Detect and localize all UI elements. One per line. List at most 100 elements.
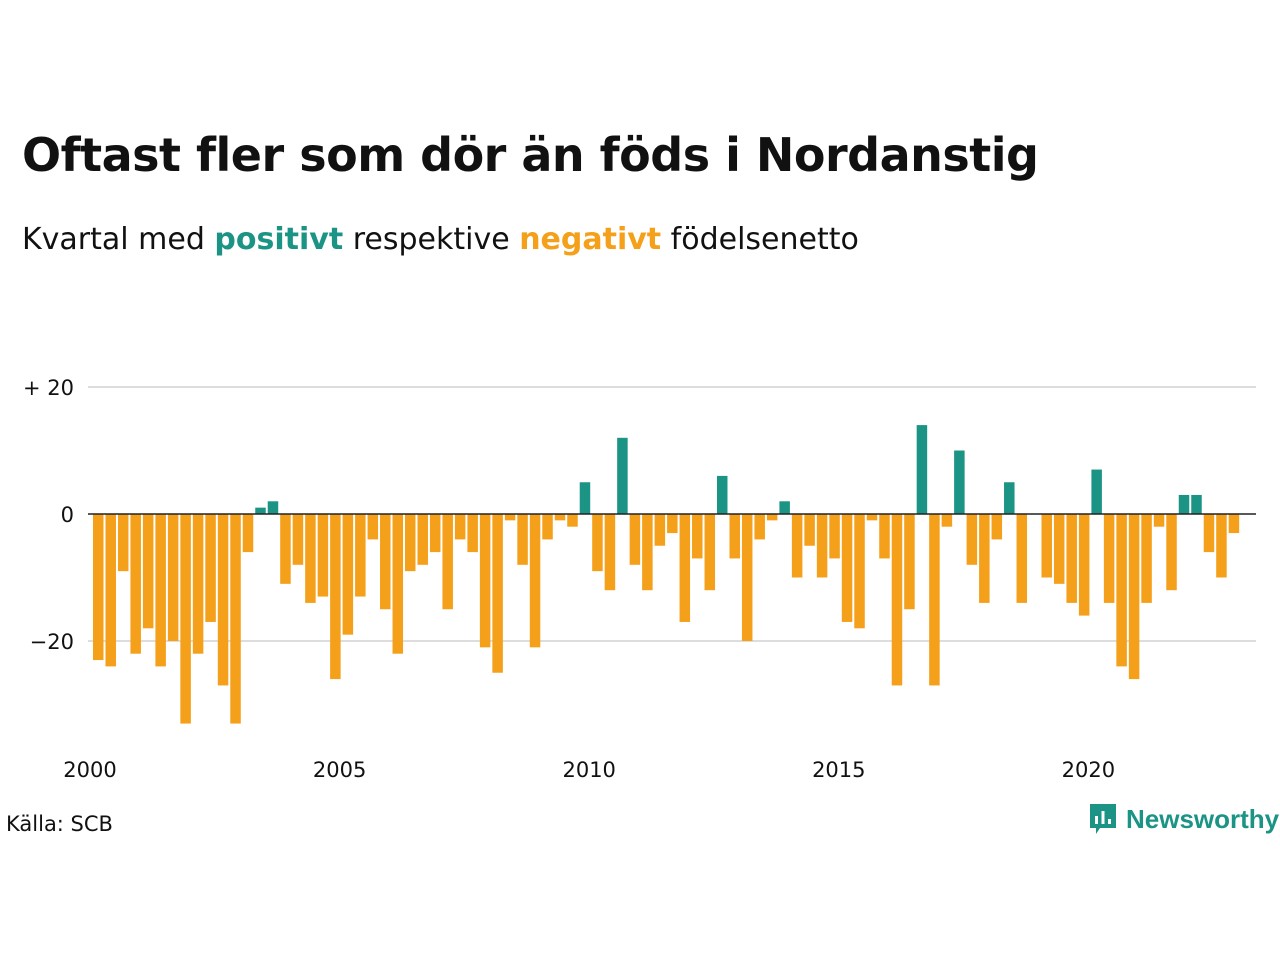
bar: [904, 514, 915, 610]
bar: [866, 514, 878, 521]
bar: [604, 514, 616, 591]
chart-subtitle: Kvartal med positivt respektive negativt…: [22, 222, 859, 257]
bar: [966, 514, 978, 565]
bar: [741, 514, 753, 641]
bar: [1191, 494, 1202, 514]
bar: [93, 514, 104, 661]
source-note: Källa: SCB: [6, 812, 113, 836]
bar: [542, 514, 553, 540]
bar: [829, 514, 840, 559]
bar: [692, 514, 703, 559]
bar: [916, 425, 928, 514]
subtitle-positive-word: positivt: [214, 222, 344, 257]
bar: [854, 514, 865, 629]
bar: [504, 514, 516, 521]
y-tick-label: + 20: [23, 376, 74, 400]
bar: [654, 514, 666, 546]
bar: [804, 514, 815, 546]
x-tick-label: 2015: [812, 758, 865, 782]
bar: [1066, 514, 1077, 603]
bar: [554, 514, 566, 521]
bar: [280, 514, 291, 584]
bar: [142, 514, 154, 629]
bar: [667, 514, 678, 534]
bar: [442, 514, 453, 610]
bar: [355, 514, 366, 597]
x-axis-labels: 2000 2005 2010 2015 2020: [63, 758, 1115, 782]
subtitle-middle: respektive: [343, 222, 520, 257]
bar: [492, 514, 503, 673]
bar: [317, 514, 329, 597]
bar: [679, 514, 691, 622]
bar: [1228, 514, 1240, 534]
bar: [791, 514, 803, 578]
bar: [405, 514, 416, 572]
bar: [617, 437, 628, 514]
bar: [255, 507, 266, 514]
bar: [841, 514, 853, 622]
bar: [367, 514, 379, 540]
subtitle-negative-word: negativt: [519, 222, 662, 257]
bar: [754, 514, 765, 540]
x-tick-label: 2005: [313, 758, 366, 782]
bar: [105, 514, 116, 667]
bar: [729, 514, 740, 559]
x-tick-label: 2010: [562, 758, 615, 782]
subtitle-suffix: födelsenetto: [661, 222, 859, 257]
grid-lines: [88, 386, 1256, 642]
bar: [305, 514, 316, 603]
bar: [167, 514, 179, 641]
bar: [816, 514, 828, 578]
bar: [954, 450, 965, 514]
bar: [392, 514, 404, 654]
bar: [1178, 494, 1190, 514]
bar: [330, 514, 341, 680]
bar: [592, 514, 603, 572]
bar: [779, 501, 790, 514]
brand-name: Newsworthy: [1126, 803, 1280, 834]
bar: [130, 514, 141, 654]
x-tick-label: 2020: [1062, 758, 1115, 782]
bar: [642, 514, 653, 591]
bar: [1153, 514, 1165, 527]
bar: [230, 514, 241, 724]
brand-logo[interactable]: Newsworthy: [1088, 802, 1279, 836]
subtitle-prefix: Kvartal med: [22, 222, 215, 257]
y-axis-labels: + 20 0 −20: [23, 376, 74, 654]
bar: [1141, 514, 1152, 603]
bar: [467, 514, 478, 553]
bar: [342, 514, 354, 635]
bar: [1103, 514, 1115, 603]
chart-title: Oftast fler som dör än föds i Nordanstig: [22, 128, 1039, 182]
bar: [117, 514, 129, 572]
bar: [242, 514, 254, 553]
bar: [1053, 514, 1065, 584]
bar: [292, 514, 304, 565]
bar: [891, 514, 903, 686]
bar: [879, 514, 890, 559]
bar: [380, 514, 391, 610]
bar: [217, 514, 229, 686]
bar: [941, 514, 953, 527]
bar: [1004, 482, 1015, 514]
bar: [529, 514, 541, 648]
bar: [267, 501, 279, 514]
bar: [579, 482, 591, 514]
bar: [1041, 514, 1052, 578]
bar: [629, 514, 641, 565]
bar: [991, 514, 1003, 540]
y-tick-label: −20: [30, 630, 74, 654]
bar: [1091, 469, 1102, 514]
bars: [93, 425, 1240, 724]
bar: [1166, 514, 1177, 591]
bar: [155, 514, 166, 667]
y-tick-label: 0: [61, 503, 74, 527]
bar: [717, 475, 728, 514]
newsworthy-logo-icon: [1090, 804, 1116, 834]
bar: [1216, 514, 1227, 578]
bar: [929, 514, 940, 686]
bar: [417, 514, 428, 565]
bar: [1203, 514, 1215, 553]
bar: [180, 514, 191, 724]
bar: [1016, 514, 1028, 603]
